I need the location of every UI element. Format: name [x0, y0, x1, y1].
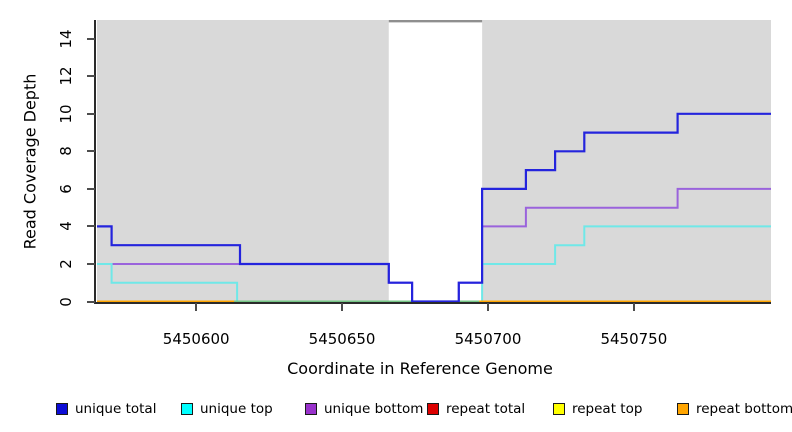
legend-swatch-icon [305, 403, 317, 415]
x-tick-label: 5450650 [308, 330, 376, 348]
legend-swatch-icon [427, 403, 439, 415]
legend-swatch-icon [677, 403, 689, 415]
x-tick [195, 303, 198, 311]
y-tick [87, 75, 95, 78]
legend-item: repeat total [427, 400, 525, 418]
x-tick-label: 5450700 [454, 330, 522, 348]
y-tick-label: 6 [57, 184, 75, 194]
legend-label: unique bottom [324, 401, 424, 417]
legend: unique total unique top unique bottom repea… [0, 400, 792, 418]
y-tick-label: 4 [57, 221, 75, 232]
x-tick [341, 303, 344, 311]
legend-label: repeat bottom [696, 401, 792, 417]
y-tick [87, 262, 95, 265]
y-tick-label: 2 [57, 259, 75, 269]
legend-swatch-icon [56, 403, 68, 415]
y-tick-label: 12 [57, 66, 75, 86]
y-tick [87, 225, 95, 228]
series-line-unique-total [97, 112, 771, 303]
y-tick [87, 150, 95, 153]
legend-item: repeat top [553, 400, 642, 418]
legend-item: unique top [181, 400, 273, 418]
x-axis-title: Coordinate in Reference Genome [287, 359, 553, 378]
y-axis-title: Read Coverage Depth [20, 73, 40, 250]
x-tick-label: 5450600 [162, 330, 230, 348]
legend-item: unique total [56, 400, 156, 418]
y-tick [87, 187, 95, 190]
x-tick [632, 303, 635, 311]
legend-swatch-icon [553, 403, 565, 415]
legend-swatch-icon [181, 403, 193, 415]
y-axis-line [94, 20, 96, 304]
legend-label: unique top [200, 401, 273, 417]
y-tick [87, 300, 95, 303]
plot-panel [97, 20, 771, 303]
x-axis-line [95, 302, 771, 304]
legend-label: unique total [75, 401, 157, 417]
legend-item: unique bottom [305, 400, 423, 418]
y-tick-label: 14 [57, 29, 75, 49]
x-tick [486, 303, 489, 311]
y-tick [87, 112, 95, 115]
y-tick-label: 0 [57, 296, 75, 307]
legend-label: repeat top [572, 401, 643, 417]
y-tick-label: 8 [57, 146, 75, 157]
y-tick-label: 10 [57, 104, 75, 124]
y-tick [87, 37, 95, 40]
x-tick-label: 5450750 [600, 330, 668, 348]
masked-region [388, 20, 483, 303]
legend-label: repeat total [446, 401, 526, 417]
legend-item: repeat bottom [677, 400, 792, 418]
coverage-step-lines [97, 20, 771, 303]
